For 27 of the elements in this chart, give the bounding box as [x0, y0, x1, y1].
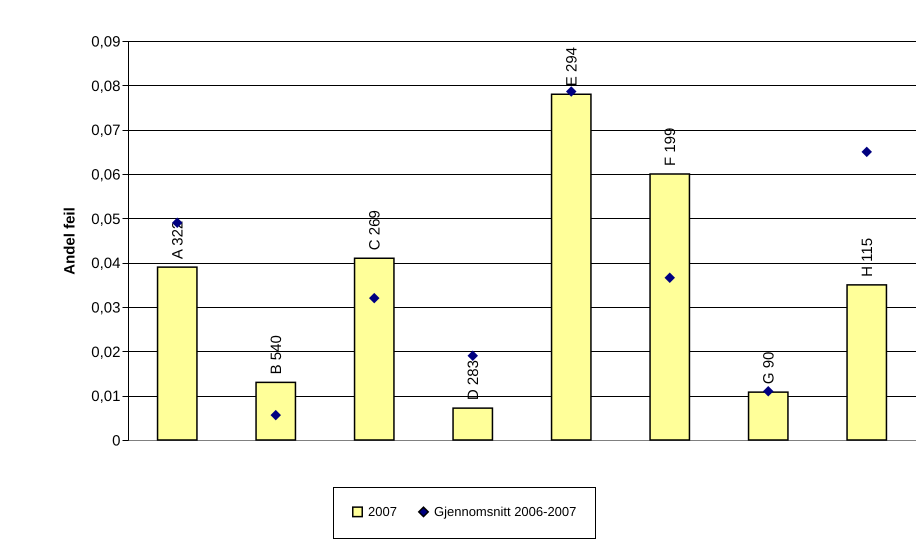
- y-axis-title: Andel feil: [61, 207, 78, 275]
- x-tick-label: F 199: [662, 128, 679, 166]
- point: [369, 292, 380, 304]
- y-tick-label: 0,09: [91, 34, 120, 50]
- x-tick-label: G 90: [760, 352, 778, 384]
- y-tick-label: 0,04: [91, 255, 120, 272]
- point: [763, 386, 774, 396]
- x-tick-label: E 294: [563, 46, 580, 86]
- point: [468, 350, 478, 362]
- legend-label: Gjennomsnitt 2006-2007: [434, 504, 576, 519]
- y-tick-label: 0,08: [91, 78, 120, 95]
- y-tick-label: 0,01: [91, 388, 120, 406]
- y-tick-label: 0: [112, 432, 120, 450]
- x-tick-label: C 269: [366, 210, 384, 250]
- legend-label: 2007: [368, 504, 397, 519]
- x-tick-label: B 540: [268, 335, 285, 374]
- point: [862, 146, 872, 158]
- y-tick-label: 0,02: [91, 344, 120, 361]
- x-tick-label: H 115: [858, 238, 876, 277]
- point: [566, 86, 576, 97]
- y-tick-label: 0,06: [91, 166, 120, 184]
- point: [270, 410, 281, 420]
- y-tick-label: 0,07: [91, 122, 120, 140]
- bar: [452, 407, 494, 441]
- y-tick-label: 0,03: [91, 300, 120, 316]
- point: [664, 272, 675, 283]
- y-tick-label: 0,05: [91, 210, 120, 228]
